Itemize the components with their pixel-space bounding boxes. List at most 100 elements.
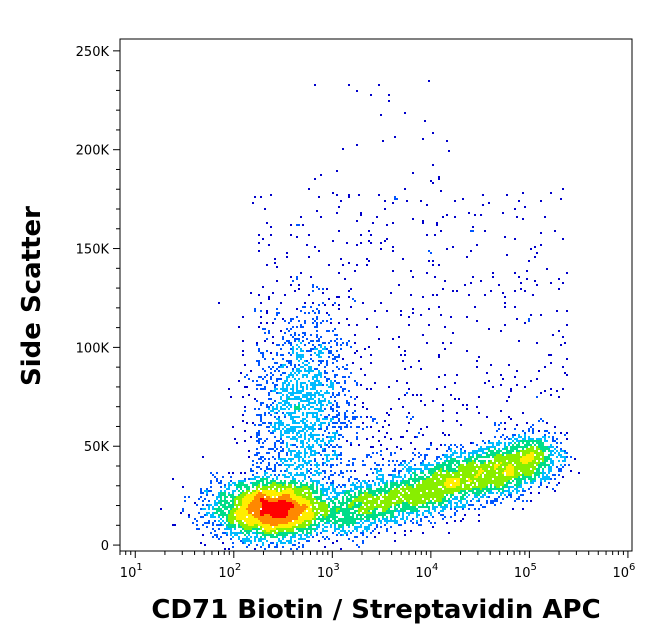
data-point (282, 344, 284, 346)
data-point (446, 500, 448, 502)
data-point (244, 364, 246, 366)
data-point (308, 368, 310, 370)
data-point (282, 484, 284, 486)
data-point (284, 320, 286, 322)
data-point (252, 524, 254, 526)
data-point (322, 462, 324, 464)
data-point (538, 444, 540, 446)
data-point (308, 524, 310, 526)
data-point (244, 520, 246, 522)
data-point (300, 426, 302, 428)
data-point (340, 386, 342, 388)
data-point (266, 438, 268, 440)
data-point (320, 402, 322, 404)
data-point (390, 504, 392, 506)
data-point (338, 506, 340, 508)
data-point (248, 456, 250, 458)
data-point (238, 508, 240, 510)
data-point (420, 490, 422, 492)
data-point (472, 452, 474, 454)
data-point (402, 516, 404, 518)
data-point (204, 514, 206, 516)
data-point (320, 500, 322, 502)
data-point (442, 466, 444, 468)
data-point (280, 492, 282, 494)
data-point (306, 416, 308, 418)
data-point (210, 504, 212, 506)
data-point (524, 482, 526, 484)
data-point (390, 500, 392, 502)
data-point (310, 472, 312, 474)
data-point (360, 532, 362, 534)
data-point (244, 534, 246, 536)
data-point (280, 542, 282, 544)
data-point (254, 540, 256, 542)
data-point (280, 422, 282, 424)
data-point (214, 504, 216, 506)
data-point (318, 526, 320, 528)
data-point (386, 482, 388, 484)
data-point (342, 376, 344, 378)
data-point (258, 452, 260, 454)
data-point (318, 364, 320, 366)
data-point (232, 426, 234, 428)
data-point (266, 506, 268, 508)
data-point (338, 426, 340, 428)
data-point (260, 388, 262, 390)
data-point (322, 418, 324, 420)
data-point (288, 360, 290, 362)
data-point (316, 534, 318, 536)
data-point (404, 498, 406, 500)
data-point (404, 520, 406, 522)
data-point (314, 508, 316, 510)
data-point (420, 468, 422, 470)
data-point (268, 508, 270, 510)
data-point (404, 492, 406, 494)
data-point (486, 502, 488, 504)
data-point (402, 460, 404, 462)
data-point (286, 476, 288, 478)
data-point (384, 494, 386, 496)
data-point (494, 448, 496, 450)
data-point (318, 356, 320, 358)
data-point (272, 536, 274, 538)
data-point (278, 530, 280, 532)
data-point (264, 518, 266, 520)
data-point (290, 484, 292, 486)
data-point (350, 306, 352, 308)
data-point (250, 512, 252, 514)
data-point (502, 452, 504, 454)
data-point (358, 494, 360, 496)
data-point (350, 516, 352, 518)
data-point (266, 322, 268, 324)
data-point (294, 490, 296, 492)
data-point (232, 500, 234, 502)
data-point (280, 490, 282, 492)
data-point (244, 480, 246, 482)
data-point (424, 494, 426, 496)
data-point (352, 490, 354, 492)
data-point (332, 410, 334, 412)
data-point (450, 470, 452, 472)
data-point (320, 424, 322, 426)
data-point (424, 474, 426, 476)
data-point (340, 452, 342, 454)
data-point (510, 468, 512, 470)
data-point (392, 484, 394, 486)
data-point (316, 318, 318, 320)
data-point (426, 484, 428, 486)
data-point (318, 522, 320, 524)
data-point (402, 486, 404, 488)
data-point (246, 422, 248, 424)
data-point (466, 476, 468, 478)
data-point (506, 478, 508, 480)
data-point (312, 490, 314, 492)
data-point (278, 526, 280, 528)
data-point (308, 366, 310, 368)
data-point (432, 508, 434, 510)
data-point (308, 514, 310, 516)
data-point (296, 468, 298, 470)
data-point (268, 462, 270, 464)
data-point (298, 390, 300, 392)
data-point (228, 510, 230, 512)
